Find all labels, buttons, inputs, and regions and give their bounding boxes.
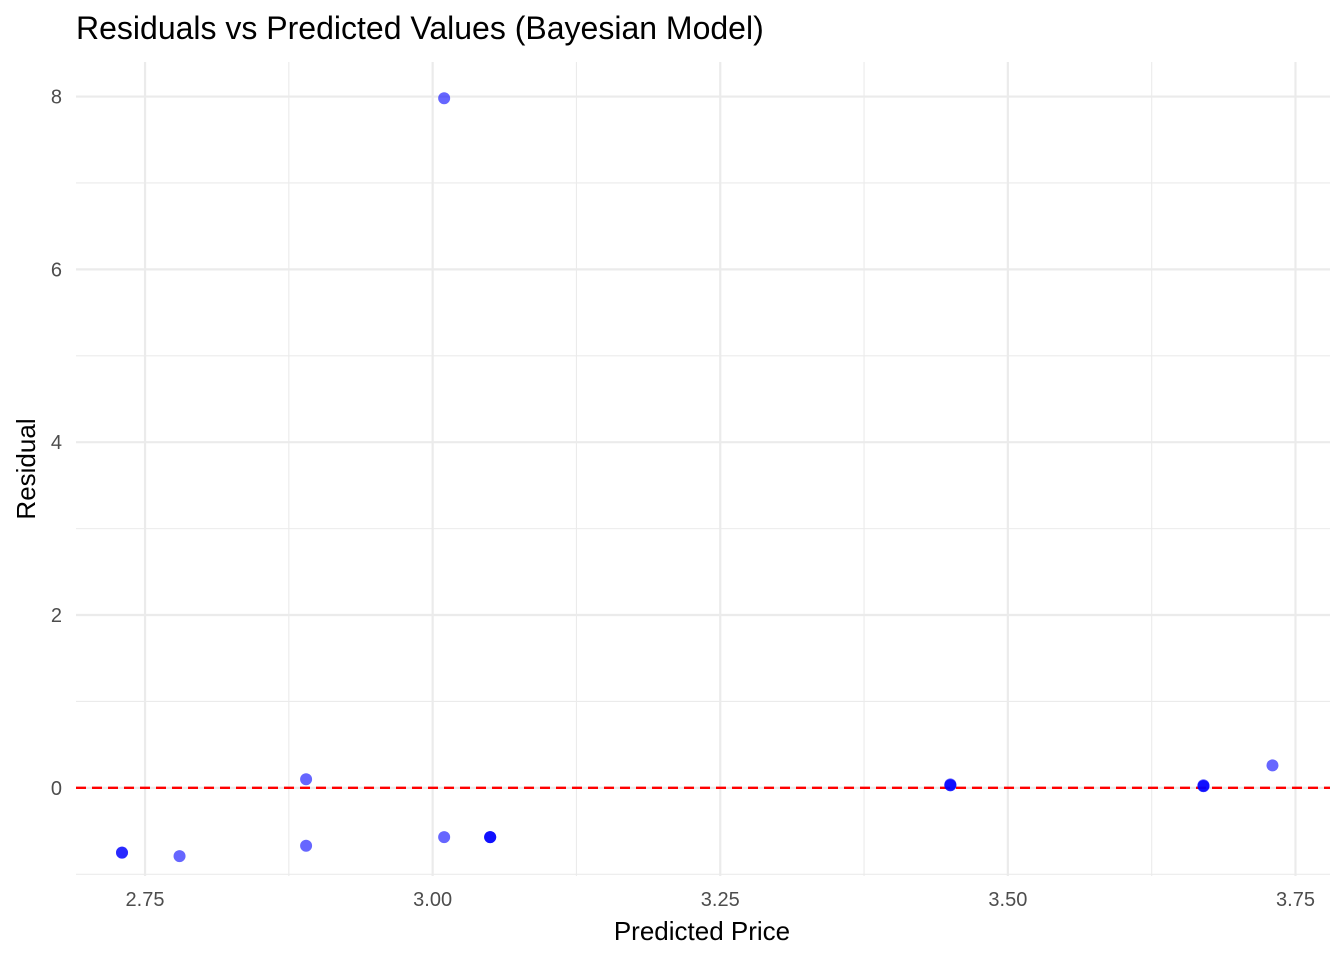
- x-tick-label: 3.00: [413, 889, 452, 911]
- x-tick-label: 3.75: [1276, 889, 1315, 911]
- data-point: [173, 850, 186, 863]
- y-tick-label: 8: [51, 87, 62, 109]
- grid-lines: [76, 62, 1330, 876]
- chart-title: Residuals vs Predicted Values (Bayesian …: [76, 10, 764, 46]
- data-point: [116, 846, 129, 859]
- y-tick-label: 4: [51, 432, 62, 454]
- y-axis-ticks: 0 2 4 6 8: [51, 87, 62, 800]
- y-tick-label: 2: [51, 605, 62, 627]
- data-point: [438, 831, 451, 844]
- data-point: [300, 839, 313, 852]
- data-point: [1266, 759, 1279, 772]
- x-tick-label: 2.75: [126, 889, 165, 911]
- data-point: [1197, 779, 1210, 792]
- data-point: [484, 831, 497, 844]
- x-axis-title: Predicted Price: [614, 916, 790, 946]
- data-point: [944, 778, 957, 791]
- y-tick-label: 0: [51, 778, 62, 800]
- y-tick-label: 6: [51, 259, 62, 281]
- y-axis-title: Residual: [11, 418, 41, 519]
- x-tick-label: 3.50: [988, 889, 1027, 911]
- data-point: [300, 773, 313, 786]
- x-tick-label: 3.25: [701, 889, 740, 911]
- data-point: [438, 92, 451, 105]
- x-axis-ticks: 2.75 3.00 3.25 3.50 3.75: [126, 889, 1315, 911]
- data-points: [116, 92, 1279, 863]
